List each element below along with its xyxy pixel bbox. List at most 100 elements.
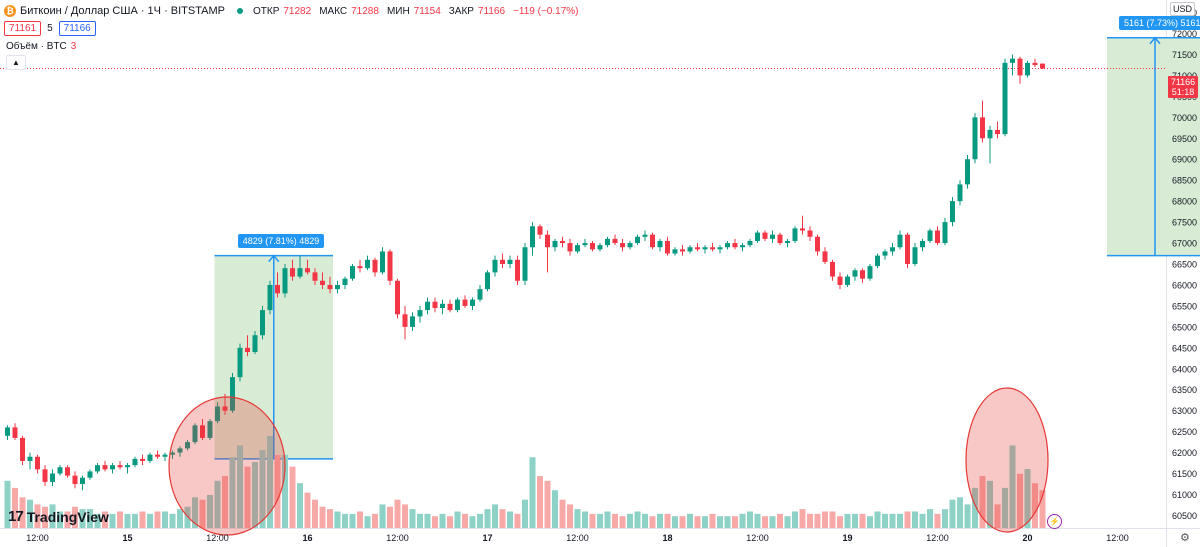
volume-bar xyxy=(604,511,611,528)
volume-bar xyxy=(409,509,416,528)
volume-bar xyxy=(979,476,986,528)
volume-bar xyxy=(612,513,618,528)
volume-bar xyxy=(462,513,468,528)
candle-body xyxy=(957,184,963,202)
collapse-legend-button[interactable]: ▲ xyxy=(6,55,26,70)
candle-body xyxy=(740,245,745,248)
volume-bar xyxy=(1017,473,1023,528)
volume-bar xyxy=(627,513,633,528)
quote-row: 71161 5 71166 xyxy=(4,21,96,36)
volume-bar xyxy=(492,504,498,528)
price-tick-label: 63500 xyxy=(1172,385,1197,395)
buy-price-button[interactable]: 71166 xyxy=(58,21,96,36)
volume-bar xyxy=(559,499,566,528)
price-tick-label: 68000 xyxy=(1172,197,1197,207)
volume-bar xyxy=(454,511,461,528)
volume-bar xyxy=(12,487,18,528)
candle-body xyxy=(597,245,603,250)
candle-body xyxy=(612,238,618,244)
candle-body xyxy=(260,310,265,336)
candle-body xyxy=(627,243,633,248)
price-tick-label: 60500 xyxy=(1172,511,1197,521)
volume-indicator-legend[interactable]: Объём · BTC 3 xyxy=(6,41,76,52)
candle-body xyxy=(942,222,948,244)
low-value: 71154 xyxy=(413,5,441,17)
time-tick-label: 12:00 xyxy=(746,533,769,543)
candle-body xyxy=(462,299,468,306)
candle-body xyxy=(912,247,918,264)
price-tick-label: 65500 xyxy=(1172,301,1197,311)
candle-body xyxy=(552,240,558,248)
candle-body xyxy=(357,266,363,269)
candle-body xyxy=(177,448,183,453)
candle-body xyxy=(672,249,678,254)
volume-bar xyxy=(372,513,378,528)
price-tick-label: 69000 xyxy=(1172,155,1197,165)
candle-body xyxy=(500,259,505,264)
volume-bar xyxy=(49,504,56,528)
volume-bar xyxy=(327,509,333,528)
symbol-title[interactable]: Биткоин / Доллар США · 1Ч · BITSTAMP xyxy=(20,5,225,17)
sell-price-button[interactable]: 71161 xyxy=(4,21,42,36)
price-tick-label: 68500 xyxy=(1172,176,1197,186)
candle-body xyxy=(890,247,895,252)
time-tick-label: 18 xyxy=(662,533,672,543)
candle-body xyxy=(65,467,70,476)
volume-bar xyxy=(927,509,933,528)
volume-bar xyxy=(147,513,153,528)
chevron-up-icon: ▲ xyxy=(12,58,20,67)
candle-body xyxy=(327,284,333,290)
volume-bar xyxy=(732,516,738,528)
volume-bar xyxy=(4,480,11,528)
gear-icon[interactable]: ⚙ xyxy=(1180,532,1190,544)
volume-bar xyxy=(552,490,558,528)
volume-bar xyxy=(312,499,318,528)
candle-body xyxy=(200,425,205,438)
candle-body xyxy=(935,230,940,244)
volume-bar xyxy=(784,516,791,528)
candle-body xyxy=(72,475,78,484)
volume-bar xyxy=(229,457,236,528)
open-label: ОТКР xyxy=(252,5,280,17)
low-label: МИН xyxy=(386,5,410,17)
candle-body xyxy=(402,314,408,327)
candle-body xyxy=(455,299,460,311)
candle-body xyxy=(987,129,993,139)
volume-bar xyxy=(934,513,941,528)
volume-bar xyxy=(402,504,408,528)
candle-body xyxy=(680,249,685,252)
volume-bar xyxy=(357,511,363,528)
candle-body xyxy=(665,240,670,254)
high-label: МАКС xyxy=(319,5,348,17)
volume-bar xyxy=(447,516,453,528)
candle-body xyxy=(425,301,430,311)
candle-body xyxy=(845,276,850,285)
volume-bar xyxy=(567,504,573,528)
candle-body xyxy=(950,201,955,223)
currency-button[interactable]: USD xyxy=(1170,2,1196,16)
close-value: 71166 xyxy=(477,5,506,17)
volume-bar xyxy=(597,513,603,528)
volume-bar xyxy=(874,511,881,528)
volume-bar xyxy=(702,516,708,528)
volume-bar xyxy=(687,513,693,528)
volume-bar xyxy=(544,480,551,528)
candle-body xyxy=(635,236,640,244)
time-tick-label: 15 xyxy=(122,533,132,543)
high-value: 71288 xyxy=(351,5,379,17)
candle-body xyxy=(605,238,610,246)
candle-body xyxy=(230,377,235,411)
candle-body xyxy=(830,261,835,277)
candle-body xyxy=(290,268,295,277)
price-tick-label: 69500 xyxy=(1172,134,1197,144)
candle-body xyxy=(702,247,708,250)
candle-body xyxy=(132,458,138,466)
candle-body xyxy=(807,230,813,237)
candle-body xyxy=(440,303,445,308)
volume-bar xyxy=(199,499,206,528)
lightning-icon[interactable]: ⚡ xyxy=(1047,514,1062,529)
tradingview-logo[interactable]: 17 TradingView xyxy=(8,508,109,525)
candle-body xyxy=(162,454,168,457)
candle-body xyxy=(275,284,280,294)
